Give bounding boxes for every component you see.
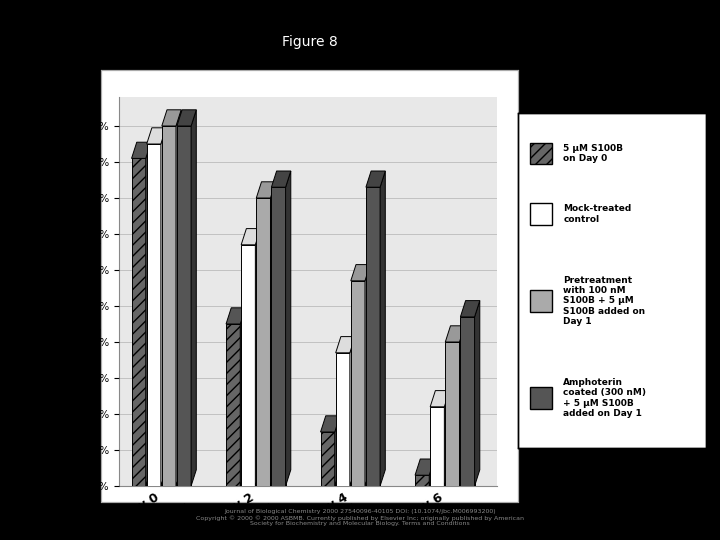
Polygon shape: [460, 301, 480, 317]
Bar: [241, 245, 256, 486]
Polygon shape: [271, 171, 291, 187]
Polygon shape: [365, 265, 370, 486]
Text: Pretreatment
with 100 nM
S100B + 5 μM
S100B added on
Day 1: Pretreatment with 100 nM S100B + 5 μM S1…: [563, 275, 645, 326]
Polygon shape: [161, 128, 166, 486]
Polygon shape: [256, 228, 261, 486]
Polygon shape: [132, 142, 151, 158]
Bar: [132, 158, 145, 486]
Bar: [336, 353, 350, 486]
Bar: [445, 342, 459, 486]
Polygon shape: [286, 171, 291, 486]
Polygon shape: [147, 128, 166, 144]
Polygon shape: [271, 182, 276, 486]
Bar: [430, 407, 444, 486]
Polygon shape: [474, 301, 480, 486]
Polygon shape: [444, 390, 449, 486]
Polygon shape: [176, 110, 181, 486]
Polygon shape: [429, 459, 434, 486]
Bar: [256, 198, 271, 486]
Polygon shape: [320, 416, 340, 432]
Text: Figure 8: Figure 8: [282, 35, 338, 49]
Polygon shape: [380, 171, 385, 486]
Polygon shape: [430, 390, 449, 407]
Bar: [271, 187, 286, 486]
Bar: [351, 281, 365, 486]
Bar: [147, 144, 161, 486]
Bar: [366, 187, 380, 486]
Polygon shape: [145, 142, 151, 486]
Polygon shape: [351, 265, 370, 281]
Text: Journal of Biological Chemistry 2000 27540096-40105 DOI: (10.1074/jbc.M006993200: Journal of Biological Chemistry 2000 275…: [196, 509, 524, 526]
Bar: [226, 324, 240, 486]
Polygon shape: [191, 110, 197, 486]
Polygon shape: [256, 182, 276, 198]
Bar: [415, 475, 429, 486]
Text: 5 μM S100B
on Day 0: 5 μM S100B on Day 0: [563, 144, 624, 163]
Text: Mock-treated
control: Mock-treated control: [563, 204, 631, 224]
Polygon shape: [177, 110, 197, 126]
Polygon shape: [459, 326, 464, 486]
Polygon shape: [350, 336, 355, 486]
Bar: [320, 432, 335, 486]
Polygon shape: [445, 326, 464, 342]
Polygon shape: [366, 171, 385, 187]
Y-axis label: % Cell survival: % Cell survival: [56, 240, 69, 343]
Bar: [530, 387, 552, 409]
Text: Amphoterin
coated (300 nM)
+ 5 μM S100B
added on Day 1: Amphoterin coated (300 nM) + 5 μM S100B …: [563, 378, 647, 418]
Bar: [530, 143, 552, 165]
Bar: [460, 317, 474, 486]
Bar: [530, 203, 552, 225]
Polygon shape: [415, 459, 434, 475]
Bar: [162, 126, 176, 486]
Polygon shape: [240, 308, 246, 486]
Bar: [177, 126, 191, 486]
Polygon shape: [241, 228, 261, 245]
Polygon shape: [336, 336, 355, 353]
Polygon shape: [162, 110, 181, 126]
Polygon shape: [335, 416, 340, 486]
Polygon shape: [226, 308, 246, 324]
Bar: [530, 290, 552, 312]
